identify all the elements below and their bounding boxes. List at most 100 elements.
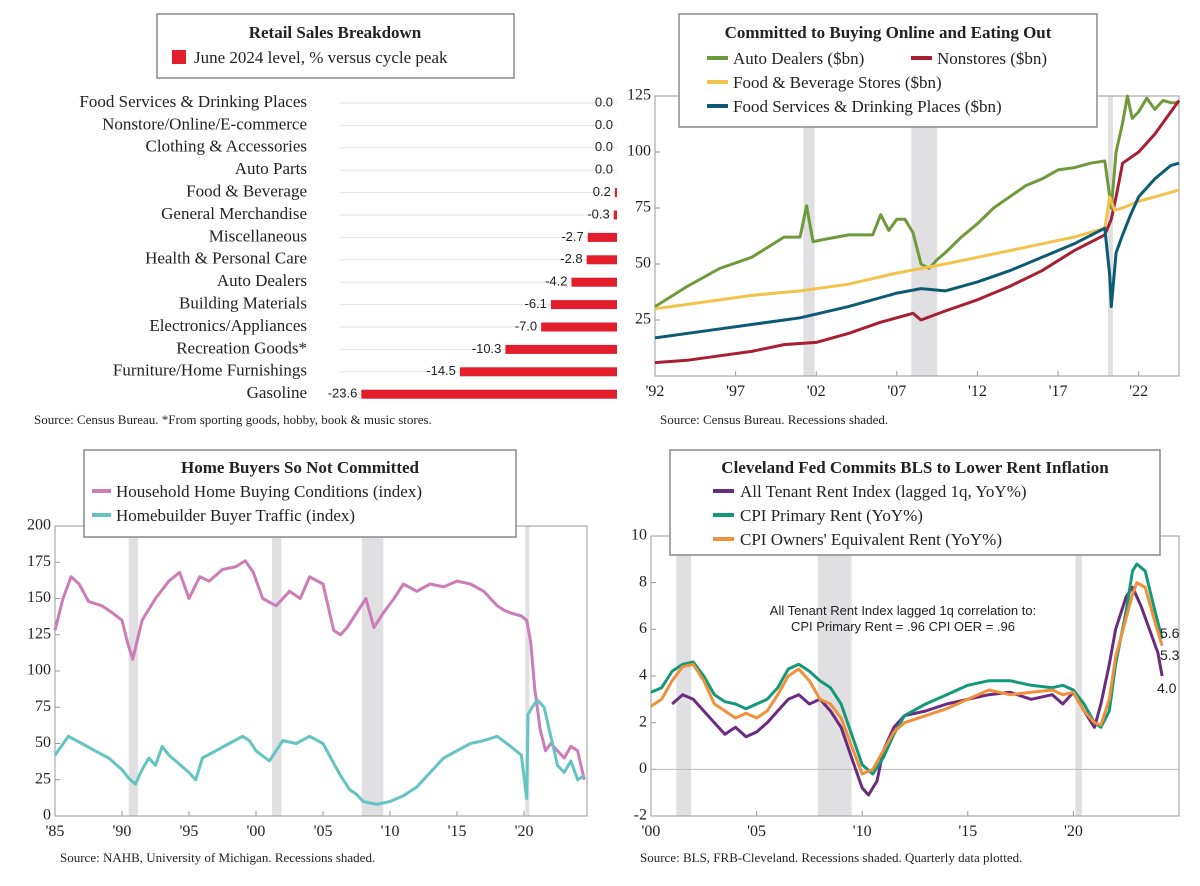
x-tick-label: '20 xyxy=(515,823,534,840)
bar xyxy=(361,389,617,399)
recession-band xyxy=(272,526,282,816)
recession-band xyxy=(911,96,938,376)
y-tick-label: 200 xyxy=(27,517,51,534)
x-tick-label: '92 xyxy=(646,383,665,400)
chart-title: Retail Sales Breakdown xyxy=(249,23,422,42)
legend-label: CPI Owners' Equivalent Rent (YoY%) xyxy=(740,530,1002,549)
y-tick-label: 150 xyxy=(27,589,51,606)
y-tick-label: 75 xyxy=(35,698,51,715)
legend-label: CPI Primary Rent (YoY%) xyxy=(740,506,923,525)
series-line xyxy=(650,562,1164,776)
bar-group: Food Services & Drinking Places 0.0 Nonsto… xyxy=(79,92,617,402)
rent-inflation-panel: -2 0 2 4 6 8 10 '00 '05 '10 '15 '20 Cleveland Fed C… xyxy=(631,449,1180,865)
bar xyxy=(571,277,617,287)
x-tick-label: '95 xyxy=(180,823,199,840)
bar xyxy=(587,232,617,242)
legend-label: All Tenant Rent Index (lagged 1q, YoY%) xyxy=(740,482,1027,501)
recession-band xyxy=(676,536,692,816)
category-label: Recreation Goods* xyxy=(176,338,307,357)
x-tick-label: '12 xyxy=(968,383,987,400)
y-tick-label: 6 xyxy=(639,620,647,637)
value-label: -14.5 xyxy=(426,363,456,378)
bar xyxy=(586,255,617,265)
end-label-oer: 5.6 xyxy=(1160,625,1180,641)
value-label: -7.0 xyxy=(515,318,537,333)
recession-band xyxy=(817,536,852,816)
home-buyers-panel: 0 25 50 75 100 125 150 175 200 '85 '90 '95 '00 '05 '10… xyxy=(27,449,588,865)
source-note: Source: Census Bureau. Recessions shaded… xyxy=(660,412,888,427)
value-label: -10.3 xyxy=(472,341,502,356)
y-tick-label: 100 xyxy=(27,662,51,679)
category-label: Auto Parts xyxy=(235,159,307,178)
y-tick-label: 4 xyxy=(639,667,647,684)
bar xyxy=(459,367,617,377)
plot-area: -2 0 2 4 6 8 10 '00 '05 '10 '15 '20 xyxy=(631,527,1180,840)
y-tick-label: 8 xyxy=(639,573,647,590)
source-note: Source: NAHB, University of Michigan. Re… xyxy=(60,850,375,865)
y-tick-label: 0 xyxy=(639,760,647,777)
category-label: Clothing & Accessories xyxy=(146,137,307,156)
y-tick-label: 0 xyxy=(43,807,51,824)
plot-frame xyxy=(650,535,1180,817)
category-label: Furniture/Home Furnishings xyxy=(113,361,307,380)
category-label: General Merchandise xyxy=(161,204,307,223)
end-label-primary-rent: 5.3 xyxy=(1160,647,1180,663)
x-tick-label: '00 xyxy=(247,823,266,840)
value-label: 0.0 xyxy=(595,139,613,154)
x-tick-label: '15 xyxy=(958,823,977,840)
category-label: Gasoline xyxy=(247,383,307,402)
series-line xyxy=(53,559,586,781)
end-label-tenant-index: 4.0 xyxy=(1157,680,1177,696)
plot-area: 0 25 50 75 100 125 150 175 200 '85 '90 '95 '00 '05 '10… xyxy=(27,517,588,840)
series-line xyxy=(53,698,586,806)
y-tick-label: 2 xyxy=(639,713,647,730)
value-label: 0.0 xyxy=(595,94,613,109)
source-note: Source: BLS, FRB-Cleveland. Recessions s… xyxy=(640,850,1022,865)
legend-swatch xyxy=(172,50,186,64)
value-label: -6.1 xyxy=(525,296,547,311)
y-tick-label: 25 xyxy=(635,311,651,328)
value-label: -2.7 xyxy=(561,229,583,244)
x-tick-label: '07 xyxy=(887,383,906,400)
y-tick-label: 50 xyxy=(35,734,51,751)
source-note: Source: Census Bureau. *From sporting go… xyxy=(34,412,432,427)
category-label: Electronics/Appliances xyxy=(149,316,307,335)
x-tick-label: '05 xyxy=(747,823,766,840)
legend-label: Household Home Buying Conditions (index) xyxy=(116,482,422,501)
bar xyxy=(550,300,617,310)
value-label: -23.6 xyxy=(328,386,358,401)
x-tick-label: '15 xyxy=(448,823,467,840)
chart-title: Cleveland Fed Commits BLS to Lower Rent … xyxy=(721,458,1109,477)
bar xyxy=(541,322,617,332)
recession-band xyxy=(1075,536,1082,816)
y-tick-label: 75 xyxy=(635,199,651,216)
y-tick-label: -2 xyxy=(634,807,647,824)
value-label: 0.0 xyxy=(595,117,613,132)
y-tick-label: 100 xyxy=(627,143,651,160)
category-label: Building Materials xyxy=(179,294,307,313)
x-tick-label: '10 xyxy=(381,823,400,840)
x-tick-label: '97 xyxy=(726,383,745,400)
recession-band xyxy=(803,96,815,376)
y-tick-label: 50 xyxy=(635,255,651,272)
x-tick-label: '22 xyxy=(1129,383,1148,400)
bar xyxy=(505,344,617,354)
legend-label: Food & Beverage Stores ($bn) xyxy=(733,73,942,92)
plot-area: 25 50 75 100 125 '92 '97 '02 '07 '12 '17 '22 xyxy=(627,87,1181,400)
x-tick-label: '00 xyxy=(642,823,661,840)
category-label: Miscellaneous xyxy=(209,226,307,245)
value-label: -0.3 xyxy=(587,206,609,221)
legend-box xyxy=(669,449,1161,556)
y-tick-label: 125 xyxy=(627,87,651,104)
chart-title: Committed to Buying Online and Eating Ou… xyxy=(725,23,1052,42)
bar xyxy=(613,210,617,220)
legend-box xyxy=(156,13,515,79)
legend-label: Nonstores ($bn) xyxy=(937,49,1047,68)
x-tick-label: '20 xyxy=(1064,823,1083,840)
recession-band xyxy=(361,526,384,816)
x-tick-label: '05 xyxy=(314,823,333,840)
recession-band xyxy=(525,526,530,816)
annotation-line-1: All Tenant Rent Index lagged 1q correlat… xyxy=(770,603,1036,618)
legend-label: Food Services & Drinking Places ($bn) xyxy=(733,97,1002,116)
value-label: 0.2 xyxy=(593,184,611,199)
